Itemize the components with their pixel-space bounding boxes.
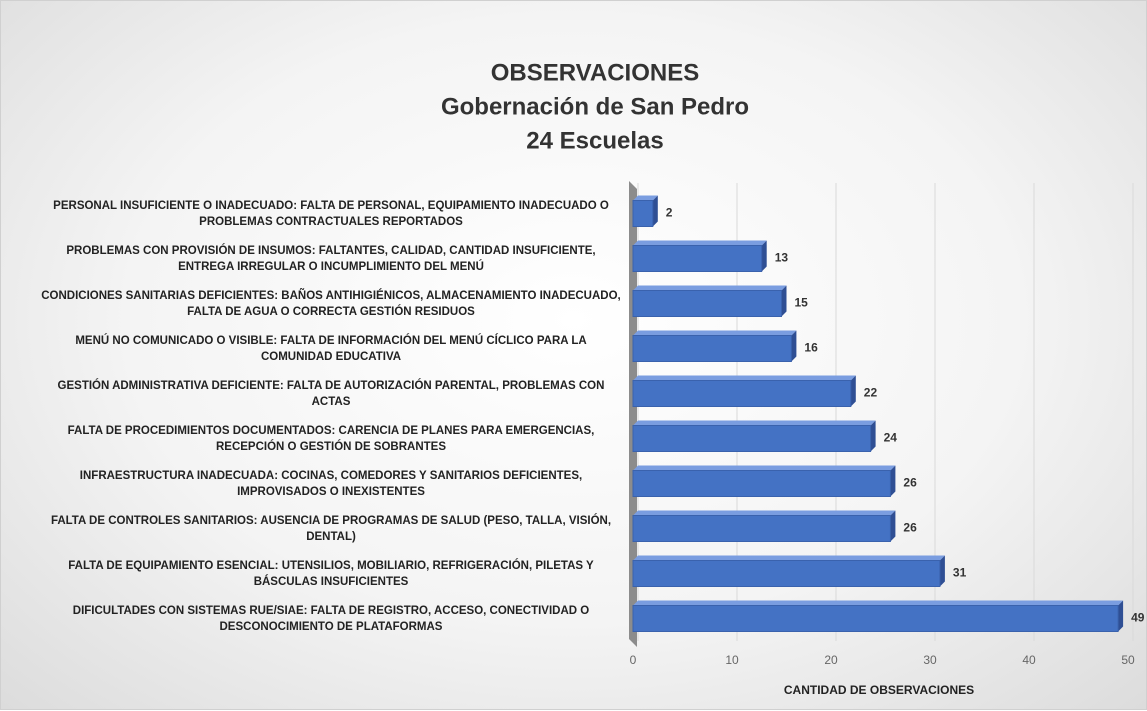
y-tick-label: FALTA DE EQUIPAMIENTO ESENCIAL: UTENSILI…	[68, 559, 594, 588]
bar-top	[633, 195, 658, 201]
bar	[632, 290, 782, 317]
bar	[632, 425, 872, 452]
bar-top	[633, 285, 787, 291]
bar-side	[1118, 600, 1124, 632]
x-tick-label: 30	[923, 653, 937, 667]
y-tick-label: PROBLEMAS CON PROVISIÓN DE INSUMOS: FALT…	[66, 244, 596, 273]
bar	[632, 200, 654, 227]
x-tick-label: 10	[725, 653, 739, 667]
value-label: 15	[795, 296, 809, 310]
bar-side	[890, 510, 896, 542]
bar-side	[781, 285, 787, 317]
bar-side	[850, 375, 856, 407]
bar	[632, 380, 852, 407]
bar-top	[633, 465, 896, 471]
y-tick-label: GESTIÓN ADMINISTRATIVA DEFICIENTE: FALTA…	[57, 379, 605, 408]
bar	[632, 515, 891, 542]
value-label: 49	[1131, 611, 1145, 625]
x-tick-label: 20	[824, 653, 838, 667]
value-label: 16	[804, 341, 818, 355]
y-tick-label: INFRAESTRUCTURA INADECUADA: COCINAS, COM…	[79, 469, 583, 498]
bar-side	[761, 240, 767, 272]
x-tick-label: 40	[1022, 653, 1036, 667]
chart-title: 24 Escuelas	[526, 127, 663, 154]
bar-side	[791, 330, 797, 362]
y-tick-label: FALTA DE PROCEDIMIENTOS DOCUMENTADOS: CA…	[67, 424, 595, 453]
value-label: 22	[864, 386, 878, 400]
value-label: 26	[903, 476, 917, 490]
bar	[632, 245, 763, 272]
bar	[632, 470, 891, 497]
bar-top	[633, 600, 1124, 606]
bar-side	[890, 465, 896, 497]
bar	[632, 335, 792, 362]
bar-side	[939, 555, 945, 587]
bar-top	[633, 420, 876, 426]
bar-top	[633, 330, 797, 336]
chart-title: OBSERVACIONES	[491, 59, 700, 86]
x-axis-title: CANTIDAD DE OBSERVACIONES	[784, 683, 974, 697]
value-label: 31	[953, 566, 967, 580]
bar-top	[633, 510, 896, 516]
value-label: 24	[884, 431, 898, 445]
y-tick-label: CONDICIONES SANITARIAS DEFICIENTES: BAÑO…	[41, 289, 621, 318]
y-tick-label: FALTA DE CONTROLES SANITARIOS: AUSENCIA …	[50, 514, 612, 543]
y-tick-label: DIFICULTADES CON SISTEMAS RUE/SIAE: FALT…	[72, 604, 590, 633]
y-tick-label: PERSONAL INSUFICIENTE O INADECUADO: FALT…	[53, 199, 609, 228]
x-tick-label: 50	[1121, 653, 1135, 667]
bar-top	[633, 375, 856, 381]
value-label: 26	[903, 521, 917, 535]
x-tick-label: 0	[630, 653, 637, 667]
bar	[632, 560, 941, 587]
chart-title: Gobernación de San Pedro	[441, 93, 749, 120]
bar-side	[652, 195, 658, 227]
bar-side	[870, 420, 876, 452]
bar-top	[633, 240, 767, 246]
value-label: 13	[775, 251, 789, 265]
value-label: 2	[666, 206, 673, 220]
bar-top	[633, 555, 945, 561]
bar	[632, 605, 1119, 632]
y-tick-label: MENÚ NO COMUNICADO O VISIBLE: FALTA DE I…	[75, 334, 587, 363]
